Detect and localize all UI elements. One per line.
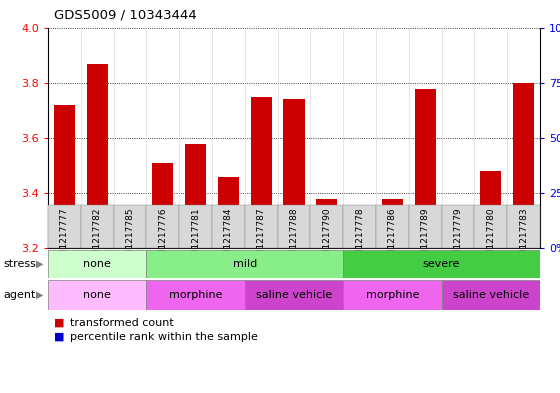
Text: morphine: morphine [366,290,419,300]
Bar [54,105,75,248]
Bar [185,242,206,248]
Bar [376,205,409,248]
Bar [343,280,442,310]
Text: GDS5009 / 10343444: GDS5009 / 10343444 [54,8,197,21]
Text: GSM1217778: GSM1217778 [355,207,364,268]
Bar [87,64,108,248]
Bar [349,218,370,248]
Bar [349,241,370,248]
Bar [218,241,239,248]
Bar [278,205,310,248]
Text: GSM1217784: GSM1217784 [224,207,233,268]
Bar [316,198,338,248]
Bar [179,205,212,248]
Bar [283,238,305,248]
Text: GSM1217783: GSM1217783 [519,207,528,268]
Text: percentile rank within the sample: percentile rank within the sample [71,332,258,342]
Bar [283,99,305,248]
Bar [447,239,469,248]
Text: GSM1217786: GSM1217786 [388,207,397,268]
Text: none: none [83,259,111,269]
Bar [414,88,436,248]
Bar [480,240,501,248]
Bar [250,238,272,248]
Bar [48,205,81,248]
Bar [114,205,146,248]
Text: severe: severe [423,259,460,269]
Text: transformed count: transformed count [71,318,174,328]
Bar [442,205,474,248]
Text: GSM1217785: GSM1217785 [125,207,134,268]
Bar [119,237,141,248]
Bar [513,83,534,248]
Bar [48,250,146,278]
Bar [146,250,343,278]
Text: ■: ■ [54,332,64,342]
Text: ■: ■ [54,318,64,328]
Bar [480,171,501,248]
Bar [316,241,338,248]
Text: GSM1217781: GSM1217781 [191,207,200,268]
Bar [507,205,540,248]
Bar [146,280,245,310]
Text: none: none [83,290,111,300]
Bar [152,163,174,248]
Bar [409,205,442,248]
Text: stress: stress [3,259,36,269]
Text: GSM1217776: GSM1217776 [158,207,167,268]
Text: GSM1217777: GSM1217777 [60,207,69,268]
Bar [382,198,403,248]
Bar [48,280,146,310]
Bar [310,205,343,248]
Bar [414,240,436,248]
Bar [212,205,245,248]
Text: GSM1217788: GSM1217788 [290,207,298,268]
Bar [343,205,376,248]
Text: mild: mild [232,259,257,269]
Bar [474,205,507,248]
Text: agent: agent [3,290,35,300]
Bar [343,250,540,278]
Bar [382,241,403,248]
Bar [245,205,278,248]
Bar [250,97,272,248]
Text: GSM1217790: GSM1217790 [323,207,332,268]
Text: GSM1217779: GSM1217779 [454,207,463,268]
Bar [245,280,343,310]
Bar [185,143,206,248]
Text: GSM1217787: GSM1217787 [256,207,265,268]
Bar [447,237,469,248]
Bar [146,205,179,248]
Bar [81,205,114,248]
Bar [152,242,174,248]
Text: ▶: ▶ [36,259,44,269]
Bar [119,244,141,248]
Bar [513,237,534,248]
Bar [87,236,108,248]
Text: GSM1217780: GSM1217780 [486,207,495,268]
Text: ▶: ▶ [36,290,44,300]
Bar [218,176,239,248]
Text: GSM1217789: GSM1217789 [421,207,430,268]
Text: morphine: morphine [169,290,222,300]
Text: saline vehicle: saline vehicle [452,290,529,300]
Bar [54,238,75,248]
Text: saline vehicle: saline vehicle [256,290,332,300]
Bar [442,280,540,310]
Text: GSM1217782: GSM1217782 [93,207,102,268]
